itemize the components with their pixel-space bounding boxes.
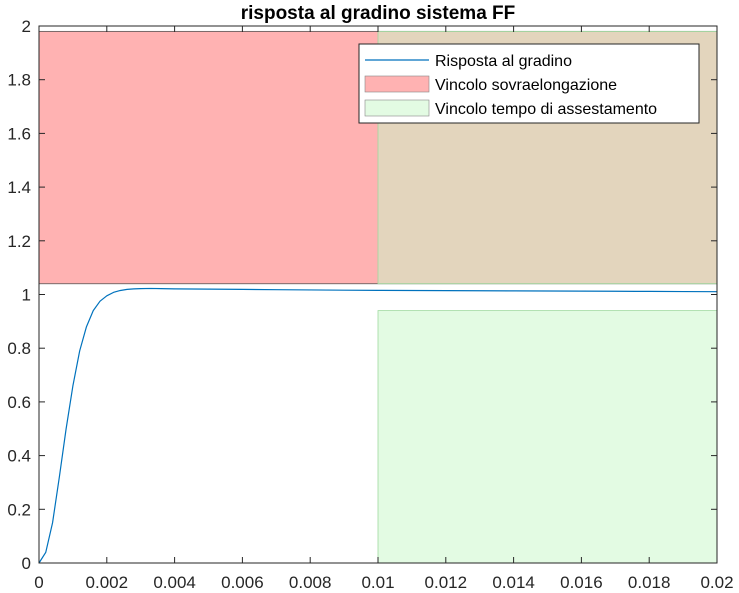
x-tick-label: 0.006 [221,573,264,592]
legend-patch-swatch [364,99,430,117]
legend-patch-swatch [364,75,430,93]
y-tick-label: 0.6 [7,393,31,412]
legend-item-step-response: Risposta al gradino [365,53,572,70]
x-tick-label: 0.02 [700,573,733,592]
chart-title: risposta al gradino sistema FF [241,3,516,24]
x-tick-label: 0.01 [361,573,394,592]
x-tick-label: 0.004 [153,573,196,592]
settling-constraint-region-lower [377,310,718,564]
legend-label: Vincolo sovraelongazione [435,77,617,94]
legend-item-settling: Vincolo tempo di assestamento [364,99,657,118]
x-tick-label: 0.008 [289,573,332,592]
y-tick-label: 0.8 [7,339,31,358]
x-tick-label: 0.012 [425,573,468,592]
y-tick-label: 1.6 [7,124,31,143]
series-lines [38,287,718,564]
y-tick-label: 0.2 [7,500,31,519]
y-tick-label: 1.8 [7,71,31,90]
x-tick-label: 0.014 [492,573,535,592]
y-tick-label: 1.2 [7,232,31,251]
y-tick-label: 1 [22,286,31,305]
x-tick-label: 0 [34,573,43,592]
legend-label: Risposta al gradino [435,53,572,70]
step-response-line [38,287,718,564]
axes: 0 0.002 0.004 0.006 0.008 0.01 0.012 0.014 0.016… [7,17,733,592]
y-tick-label: 1.4 [7,178,31,197]
legend: Risposta al gradino Vincolo sovraelongazi… [358,43,700,124]
x-tick-label: 0.016 [560,573,603,592]
y-tick-label: 2 [22,17,31,36]
y-tick-label: 0 [22,554,31,573]
y-tick-label: 0.4 [7,447,31,466]
x-tick-label: 0.002 [86,573,129,592]
legend-item-overshoot: Vincolo sovraelongazione [364,75,617,94]
legend-label: Vincolo tempo di assestamento [435,101,657,118]
x-tick-label: 0.018 [628,573,671,592]
